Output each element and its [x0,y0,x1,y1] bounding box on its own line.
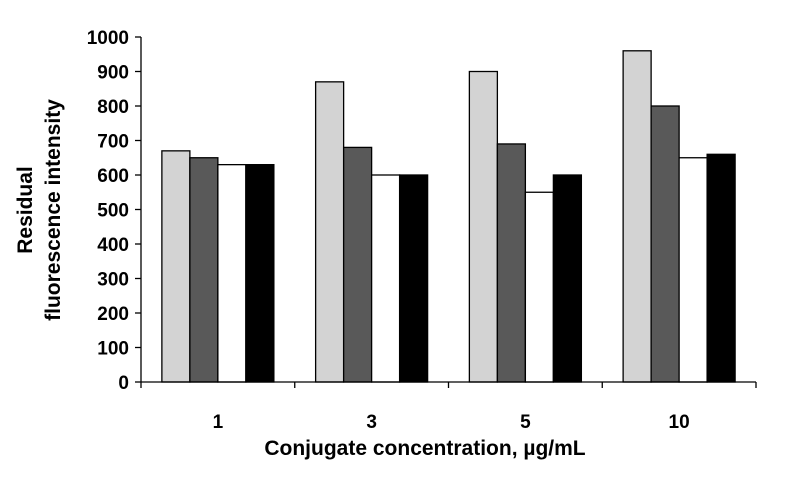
x-tick-label: 1 [213,412,224,433]
y-tick-label: 500 [97,201,129,222]
bar-10-series-4 [706,153,736,383]
bar-10-series-3 [678,157,708,383]
x-axis-title: Conjugate concentration, µg/mL [264,437,585,460]
axes-group [135,36,757,388]
y-tick-labels: 0 100 200 300 400 500 600 700 800 900 1000 [87,28,129,394]
y-tick-label: 0 [118,373,129,394]
y-axis-title-line2: fluorescence intensity [42,99,65,321]
bar-3-series-3 [370,174,401,383]
bar-5-series-4 [552,174,583,383]
bar-5-series-2 [496,143,527,383]
bar-3-series-1 [314,81,345,383]
bar-5-series-1 [468,70,499,383]
y-tick-label: 300 [97,270,129,291]
y-tick-label: 200 [97,304,129,325]
x-tick-labels: 1 3 5 10 [213,412,690,433]
bar-5-series-3 [524,191,555,383]
bar-3-series-4 [398,174,429,383]
y-tick-label: 800 [97,97,129,118]
y-tick-label: 600 [97,166,129,187]
bar-1-series-3 [217,163,247,383]
x-tick-label: 3 [366,412,377,433]
y-axis-title-line1: Residual [14,166,37,254]
x-tick-label: 5 [520,412,531,433]
y-tick-label: 900 [97,63,129,84]
bar-1-series-2 [189,157,219,383]
bar-1-series-1 [161,150,191,383]
bar-3-series-2 [342,146,373,383]
bar-10-series-2 [650,105,680,383]
y-tick-label: 400 [97,235,129,256]
y-tick-label: 100 [97,339,129,360]
y-tick-label: 700 [97,132,129,153]
bars-group [161,50,736,383]
bar-10-series-1 [622,50,652,383]
x-tick-label: 10 [669,412,690,433]
y-tick-label: 1000 [87,28,129,49]
bar-1-series-4 [245,163,275,383]
